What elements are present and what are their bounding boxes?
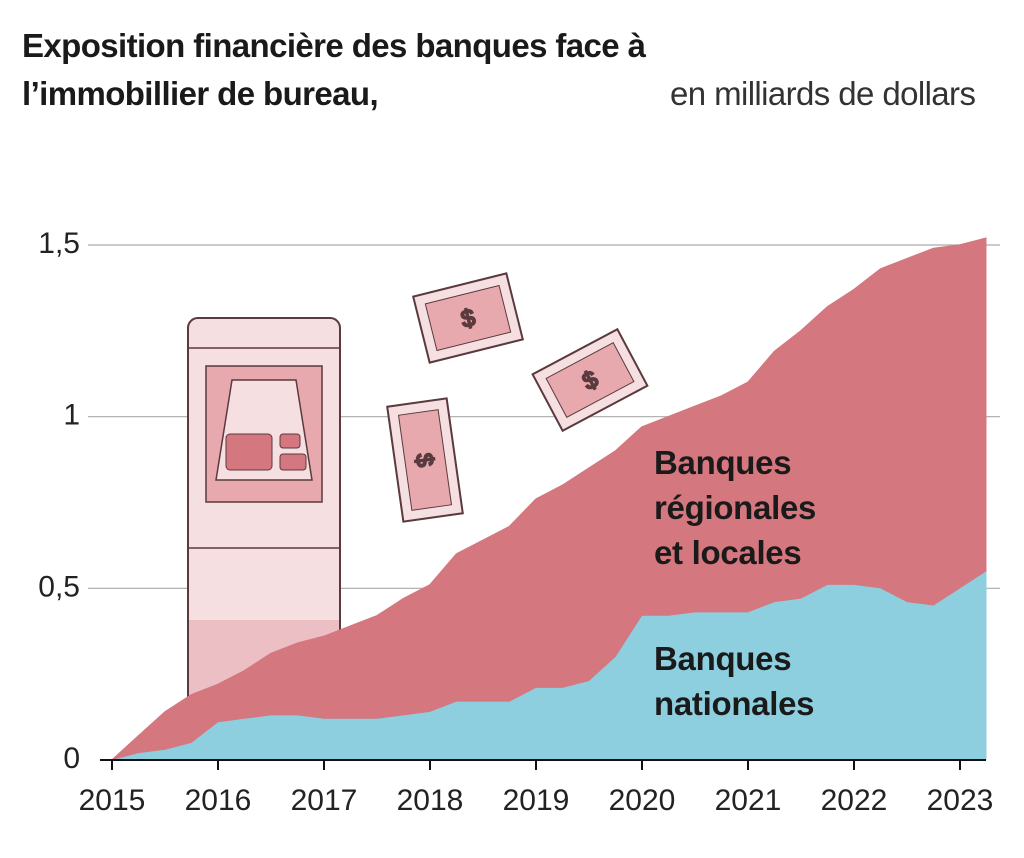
- series-label: Banques régionales et locales: [654, 444, 817, 571]
- atm-key: [279, 453, 307, 471]
- y-tick-label: 0,5: [38, 570, 80, 603]
- series-label: Banques nationales: [654, 640, 815, 722]
- x-tick-label: 2019: [503, 784, 570, 817]
- axes: 0 0,5 1 1,5 2015 2016 2017 2018 2019 2020 2021 2022…: [38, 227, 993, 817]
- atm-key: [225, 433, 273, 471]
- y-tick-label: 0: [63, 742, 80, 775]
- x-tick-label: 2021: [715, 784, 782, 817]
- y-tick-label: 1,5: [38, 227, 80, 260]
- bill: $: [386, 397, 464, 523]
- area-fill: [112, 571, 987, 760]
- chart-title: Exposition financière des banques face à…: [22, 27, 646, 112]
- bill: $: [531, 327, 649, 433]
- area-fill: [112, 238, 987, 761]
- x-tick-label: 2018: [397, 784, 464, 817]
- y-tick-label: 1: [63, 399, 80, 432]
- atm-illustration: [187, 317, 341, 719]
- bill-illustrations: $ $ $: [386, 272, 649, 523]
- area-edge: [111, 237, 987, 761]
- x-tick-label: 2023: [927, 784, 994, 817]
- areas: [111, 237, 987, 761]
- svg-text:$: $: [410, 452, 439, 469]
- x-tick-label: 2020: [609, 784, 676, 817]
- x-tick-label: 2015: [79, 784, 146, 817]
- atm-key: [279, 433, 301, 449]
- x-tick-label: 2017: [291, 784, 358, 817]
- header: Exposition financière des banques face à…: [22, 22, 1012, 118]
- bill: $: [411, 272, 525, 364]
- chart-subtitle: en milliards de dollars: [670, 75, 976, 112]
- x-tick-label: 2016: [185, 784, 252, 817]
- x-tick-label: 2022: [821, 784, 888, 817]
